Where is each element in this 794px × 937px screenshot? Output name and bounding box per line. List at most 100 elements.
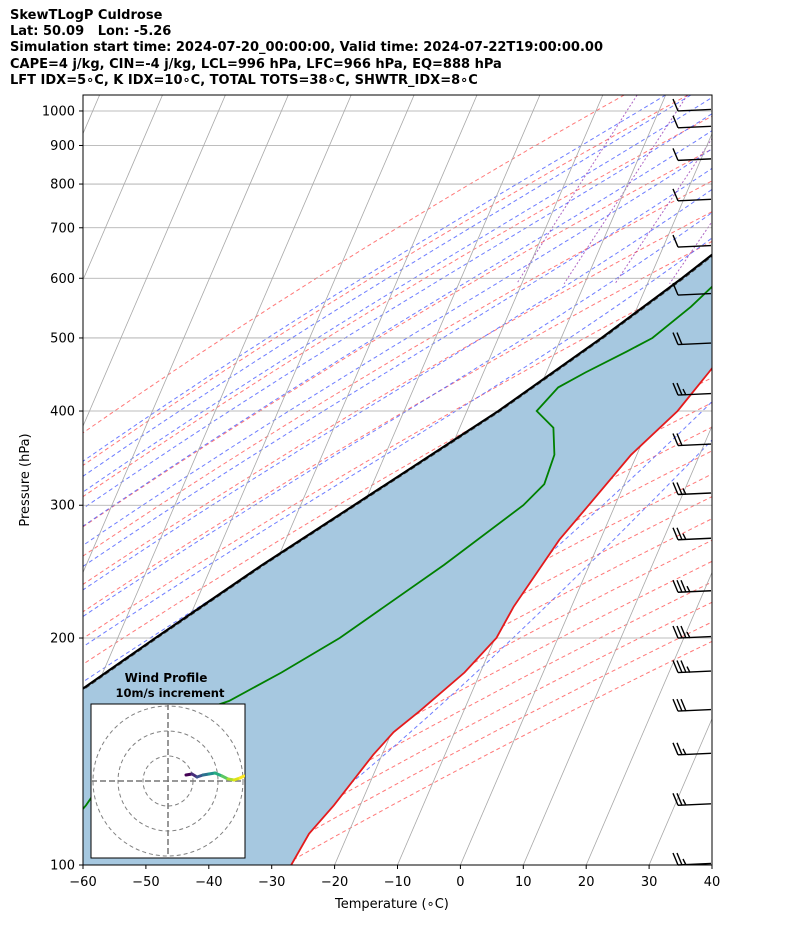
wind-barbs [672,98,712,866]
x-tick-label: −30 [258,875,285,890]
inset-rings [91,704,245,858]
barb-shaft [677,752,712,756]
indices-line: LFT IDX=5∘C, K IDX=10∘C, TOTAL TOTS=38∘C… [10,72,478,88]
isotherm [460,278,712,865]
barb-shaft [677,158,712,162]
y-tick-label: 700 [50,221,75,236]
y-tick-label: 900 [50,139,75,154]
barb-flag [672,793,679,806]
chart-header: SkewTLogP Culdrose Lat: 50.09 Lon: -5.26… [10,8,603,89]
moist-adiabat [83,96,712,493]
barb-flag [672,660,679,673]
barb-flag [676,579,683,593]
wind-barb [672,482,712,496]
lat-lon-line: Lat: 50.09 Lon: -5.26 [10,24,172,40]
y-tick-label: 600 [50,272,75,287]
mixing-ratio-line [717,95,794,284]
dry-adiabat [83,211,712,585]
parameters-line: CAPE=4 j/kg, CIN=-4 j/kg, LCL=996 hPa, L… [10,56,502,72]
barb-half-flag [682,533,687,541]
barb-half-flag [682,858,687,866]
x-tick-label: 20 [578,875,595,890]
y-tick-label: 500 [50,331,75,346]
dry-adiabat [83,95,689,466]
station-title: SkewTLogP Culdrose [10,8,163,23]
barb-half-flag [682,488,687,495]
wind-barb [672,625,712,639]
dry-adiabat [83,240,712,613]
barb-flag [672,852,679,866]
isotherm [711,863,712,865]
barb-flag [672,698,679,712]
moist-adiabat [83,148,712,547]
barb-flag [672,282,679,296]
barb-flag [680,579,687,593]
barb-half-flag [682,388,687,396]
isotherm [83,95,289,574]
mixing-ratio-line [614,137,712,285]
barb-flag [676,793,683,806]
barb-shaft [677,492,712,496]
wind-barb [672,332,712,346]
x-tick-label: 0 [456,875,464,890]
barb-flag [676,382,683,396]
barb-shaft [677,635,712,639]
wind-barb [672,282,712,296]
barb-shaft [677,708,712,712]
wind-barb [672,234,712,248]
barb-shaft [677,670,712,674]
inset-title: Wind Profile [125,671,208,685]
barb-flag [680,698,687,712]
barb-half-flag [686,666,691,673]
x-tick-label: −10 [384,875,411,890]
x-tick-label: −60 [69,875,96,890]
dry-adiabat [88,518,712,865]
barb-flag [672,625,679,639]
barb-flag [676,660,683,673]
wind-barb [672,148,712,162]
barb-shaft [677,342,712,346]
x-axis-label: Temperature (∘C) [334,897,449,912]
dewpoint-line [83,285,712,811]
barb-flag [676,332,683,345]
wind-barb [672,115,712,129]
wind-barb [672,793,712,806]
moist-adiabat [83,237,712,648]
barb-half-flag [682,748,687,756]
wind-profile-inset: Wind Profile 10m/s increment [90,671,246,859]
moist-adiabat [247,439,712,865]
barb-flag [672,433,679,446]
mixing-ratio-line [669,220,712,285]
hodograph-segment [238,774,245,780]
mixing-ratio-line [563,95,688,285]
moist-adiabat [83,113,712,510]
barb-shaft [677,803,712,806]
moist-adiabat [83,95,692,477]
temperature-line [290,366,712,865]
isotherm [648,717,712,865]
barb-flag [676,698,683,712]
isotherm [83,95,163,281]
x-tick-label: −40 [195,875,222,890]
y-axis-label: Pressure (hPa) [18,433,33,526]
barb-flag [680,625,687,639]
wind-barb [672,527,712,541]
y-tick-label: 800 [50,178,75,193]
wind-barb [672,579,712,593]
isotherm [522,425,712,865]
isotherm [83,95,226,428]
y-tick-label: 100 [50,859,75,874]
barb-shaft [677,537,712,541]
barb-flag [672,188,679,202]
barb-flag [676,625,683,639]
moist-adiabat [83,130,712,527]
barb-half-flag [686,631,691,639]
wind-barb [672,852,712,866]
wind-barb [672,698,712,712]
x-tick-label: 40 [704,875,721,890]
moist-adiabat [83,95,666,462]
parcel-dashed-line [83,255,712,691]
time-line: Simulation start time: 2024-07-20_00:00:… [10,40,603,56]
barb-flag [672,579,679,593]
